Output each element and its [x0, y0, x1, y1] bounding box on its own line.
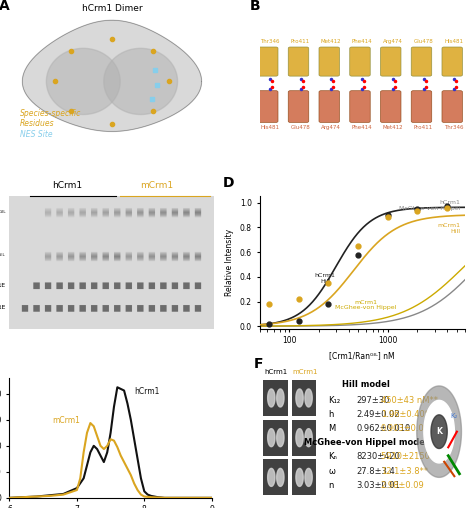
Text: 0.962±0.010: 0.962±0.010: [356, 425, 410, 433]
Text: 1.96±0.40*: 1.96±0.40*: [381, 410, 428, 419]
Text: hCrm1
McGhee-von Hippel: hCrm1 McGhee-von Hippel: [399, 200, 460, 211]
Text: NES Site: NES Site: [20, 130, 52, 139]
Text: K: K: [436, 427, 442, 436]
Text: A: A: [0, 0, 10, 13]
Text: Thr346: Thr346: [445, 125, 464, 130]
Text: 450±43 nM**: 450±43 nM**: [381, 396, 438, 404]
Text: 5910±2150 nM: 5910±2150 nM: [381, 452, 445, 461]
Text: 2.49±0.02: 2.49±0.02: [356, 410, 400, 419]
Polygon shape: [424, 400, 455, 463]
Text: 297±30: 297±30: [356, 396, 390, 404]
FancyBboxPatch shape: [319, 47, 339, 76]
Text: hCrm1
Hill: hCrm1 Hill: [315, 273, 336, 284]
Text: mCrm1
McGhee-von Hippel: mCrm1 McGhee-von Hippel: [336, 300, 397, 310]
Text: Phe414: Phe414: [352, 125, 373, 130]
Polygon shape: [296, 468, 303, 486]
Text: Phe414: Phe414: [352, 39, 373, 44]
Text: K₂: K₂: [451, 413, 458, 419]
FancyBboxPatch shape: [288, 47, 309, 76]
FancyBboxPatch shape: [350, 91, 370, 122]
Text: mCrm1: mCrm1: [140, 181, 173, 190]
Polygon shape: [417, 386, 462, 478]
Text: Met412: Met412: [321, 39, 342, 44]
Polygon shape: [305, 389, 312, 407]
Text: Met412: Met412: [383, 125, 403, 130]
Text: mCrm1: mCrm1: [292, 369, 318, 375]
Text: McGhee-von Hippel model: McGhee-von Hippel model: [304, 438, 428, 447]
Text: 8230±420: 8230±420: [356, 452, 400, 461]
Text: Kₙ: Kₙ: [328, 452, 337, 461]
Text: +Crm1/Ranᴳᴵᴸ: +Crm1/Ranᴳᴵᴸ: [0, 253, 5, 259]
Polygon shape: [268, 389, 275, 407]
Text: 2.98±0.09: 2.98±0.09: [381, 481, 424, 490]
Text: 12.1±3.8**: 12.1±3.8**: [381, 466, 428, 475]
Text: Hill model: Hill model: [342, 380, 390, 389]
Polygon shape: [22, 20, 201, 132]
Text: His481: His481: [260, 125, 279, 130]
Text: Glu478: Glu478: [291, 125, 310, 130]
Bar: [292, 380, 317, 416]
Text: RRE: RRE: [0, 305, 5, 310]
Text: Pro411: Pro411: [291, 39, 310, 44]
Text: h: h: [328, 410, 334, 419]
Polygon shape: [277, 429, 284, 447]
Text: hCrm1: hCrm1: [265, 369, 288, 375]
Polygon shape: [268, 429, 275, 447]
Text: His481: His481: [445, 39, 464, 44]
Text: n: n: [328, 481, 334, 490]
FancyBboxPatch shape: [319, 91, 339, 122]
Text: *2 Crm1/Ranᴳᴵᴸ: *2 Crm1/Ranᴳᴵᴸ: [0, 209, 5, 215]
Polygon shape: [305, 468, 312, 486]
FancyBboxPatch shape: [350, 47, 370, 76]
Text: ω: ω: [328, 466, 335, 475]
Polygon shape: [277, 389, 284, 407]
Bar: [264, 420, 288, 456]
FancyBboxPatch shape: [411, 91, 432, 122]
X-axis label: [Crm1/Ranᴳᴵᴸ] nM: [Crm1/Ranᴳᴵᴸ] nM: [329, 351, 395, 360]
Text: F: F: [254, 358, 264, 371]
Text: hCrm1 Dimer: hCrm1 Dimer: [82, 4, 142, 13]
Text: 3.03±0.01: 3.03±0.01: [356, 481, 400, 490]
FancyBboxPatch shape: [381, 91, 401, 122]
Polygon shape: [104, 48, 178, 114]
Text: B: B: [249, 0, 260, 13]
Text: Arg474: Arg474: [383, 39, 403, 44]
Polygon shape: [268, 468, 275, 486]
FancyBboxPatch shape: [442, 91, 463, 122]
Text: Arg474: Arg474: [321, 125, 341, 130]
Polygon shape: [46, 48, 120, 114]
FancyBboxPatch shape: [257, 91, 278, 122]
Text: hCrm1: hCrm1: [52, 181, 82, 190]
FancyBboxPatch shape: [257, 47, 278, 76]
Text: Thr346: Thr346: [260, 39, 280, 44]
FancyBboxPatch shape: [411, 47, 432, 76]
Text: Rev-RRE: Rev-RRE: [0, 282, 5, 288]
Bar: [292, 459, 317, 495]
Bar: [264, 459, 288, 495]
Polygon shape: [305, 429, 312, 447]
Text: mCrm1: mCrm1: [52, 416, 80, 425]
Text: K₁₂: K₁₂: [328, 396, 340, 404]
Bar: [292, 420, 317, 456]
Text: Pro411: Pro411: [414, 125, 433, 130]
FancyBboxPatch shape: [442, 47, 463, 76]
Y-axis label: Relative Intensity: Relative Intensity: [225, 229, 234, 296]
Text: M: M: [328, 425, 336, 433]
FancyBboxPatch shape: [381, 47, 401, 76]
Polygon shape: [296, 389, 303, 407]
Polygon shape: [296, 429, 303, 447]
Polygon shape: [277, 468, 284, 486]
Text: 27.8±3.4: 27.8±3.4: [356, 466, 395, 475]
Text: mCrm1
Hill: mCrm1 Hill: [438, 223, 460, 234]
Bar: [264, 380, 288, 416]
Text: D: D: [223, 176, 234, 190]
Text: Glu478: Glu478: [414, 39, 433, 44]
FancyBboxPatch shape: [288, 91, 309, 122]
Polygon shape: [431, 415, 447, 449]
Text: Species-specific
Residues: Species-specific Residues: [20, 109, 81, 128]
Text: 0.903±0.016**: 0.903±0.016**: [381, 425, 444, 433]
Text: hCrm1: hCrm1: [134, 387, 160, 396]
